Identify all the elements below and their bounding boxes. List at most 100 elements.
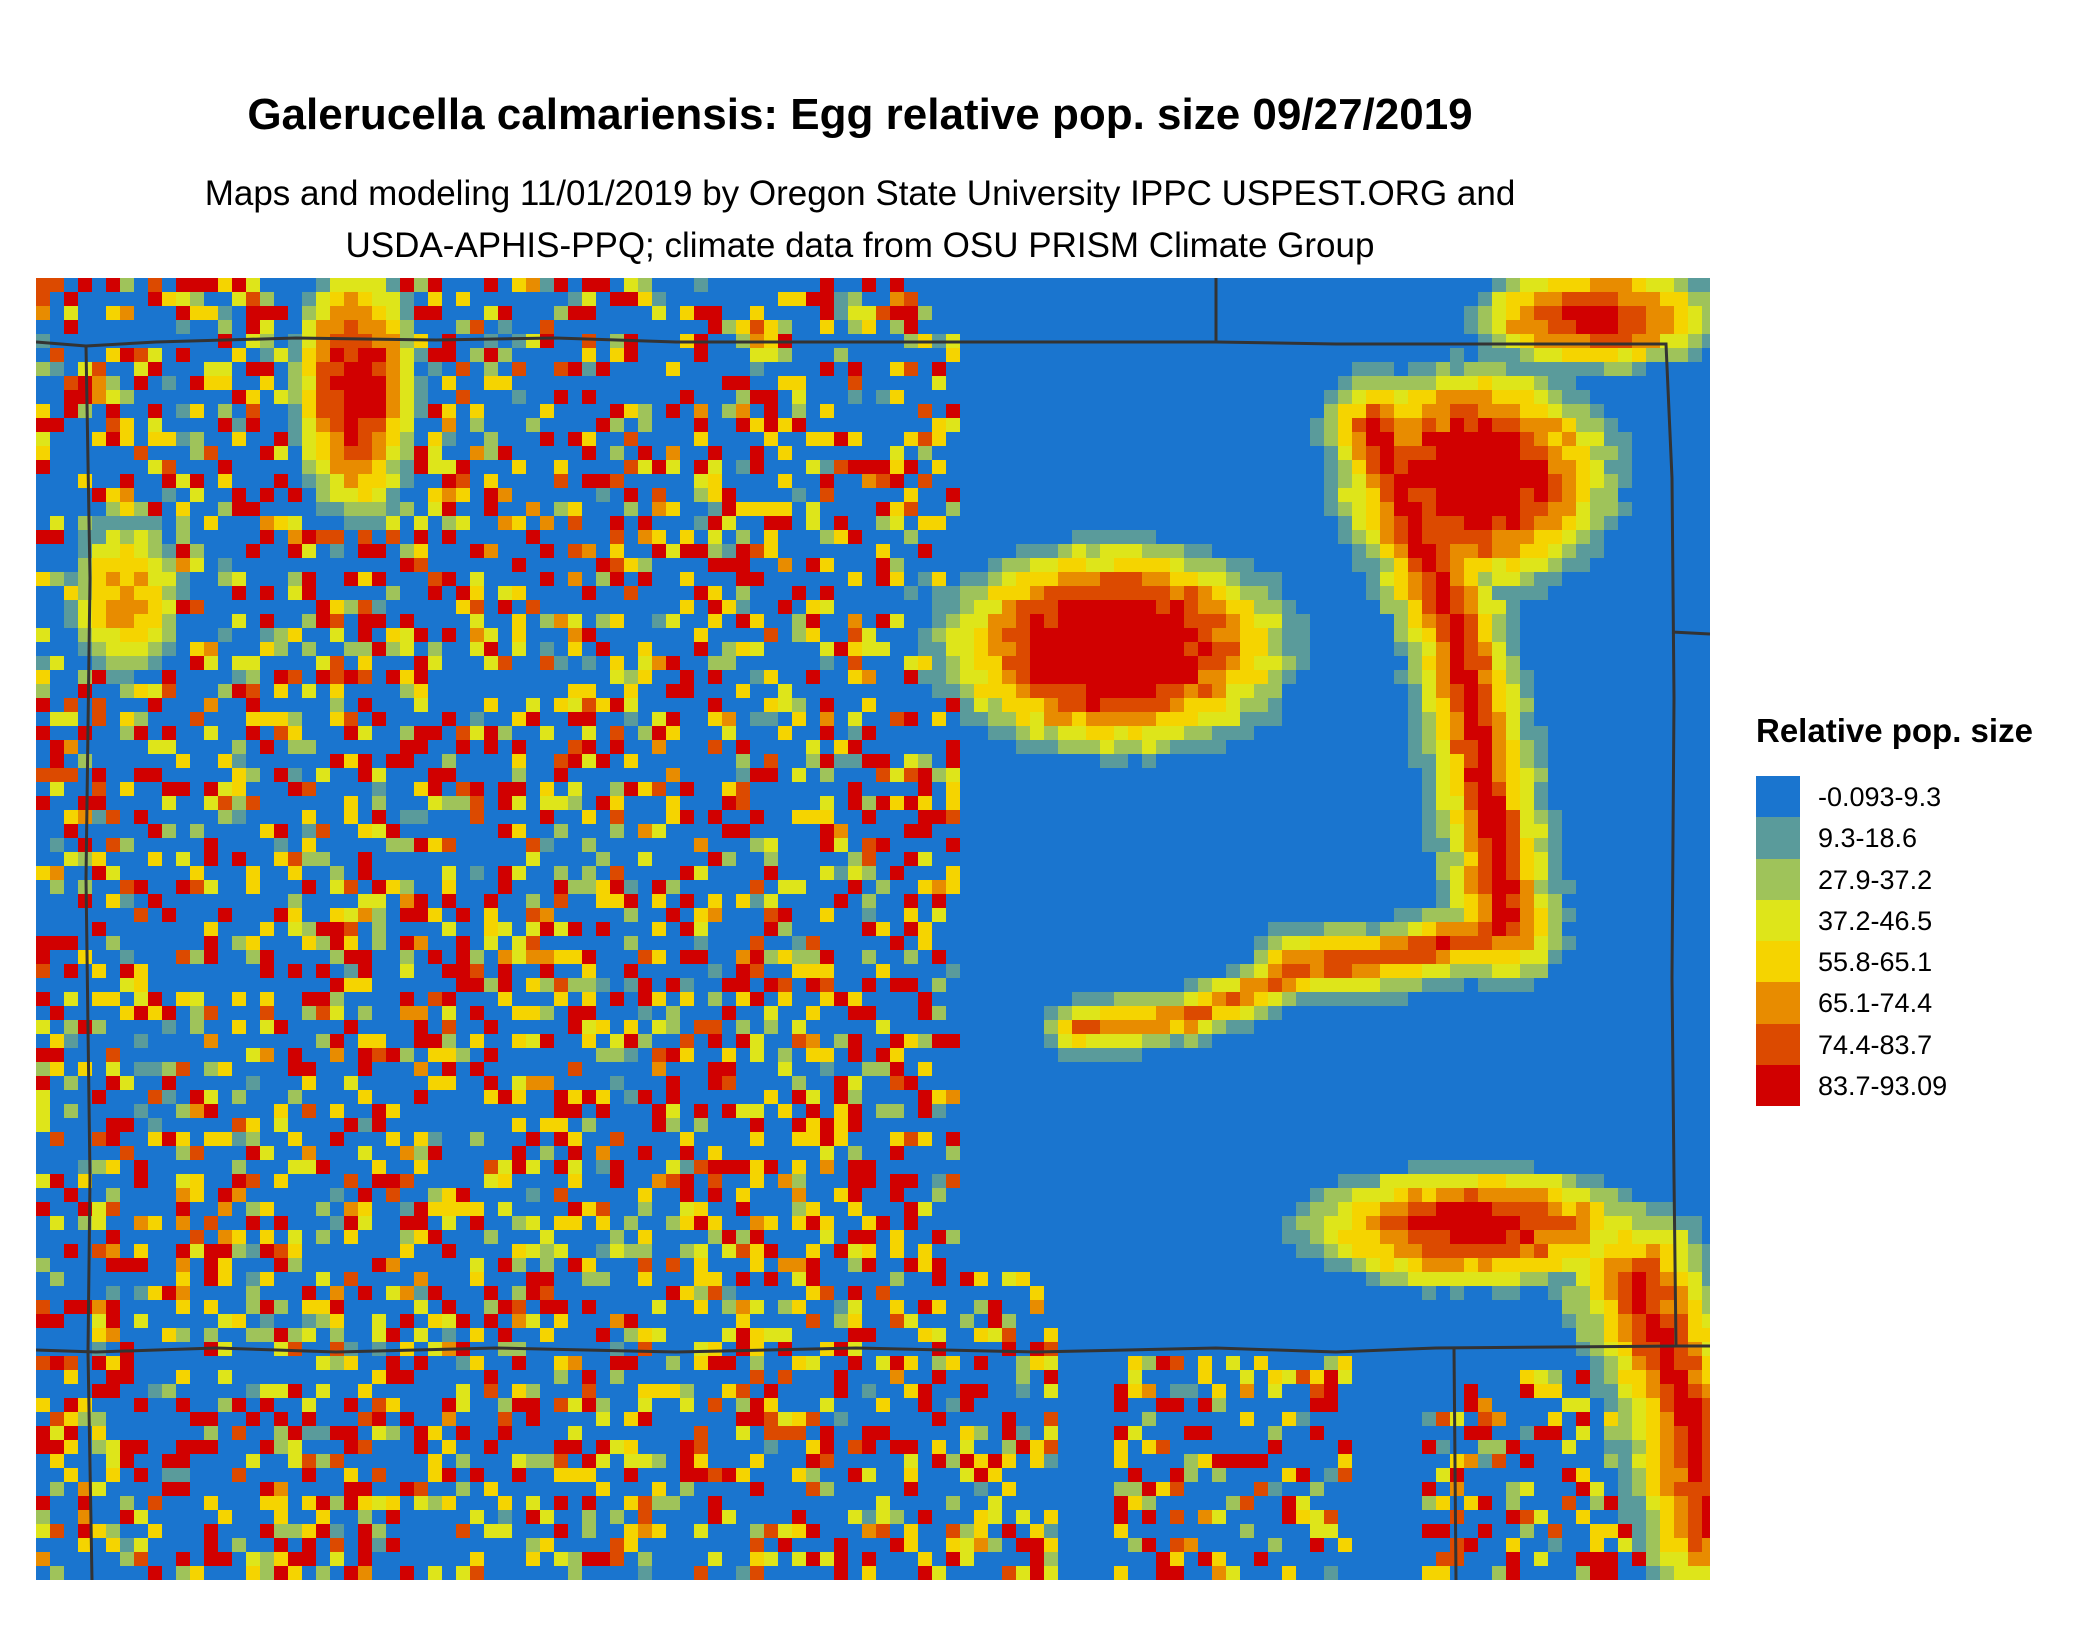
raster-cell — [372, 334, 386, 348]
raster-cell — [302, 614, 316, 628]
raster-cell — [680, 530, 694, 544]
raster-cell — [848, 1146, 862, 1160]
raster-cell — [582, 1468, 596, 1482]
raster-cell — [1142, 628, 1156, 642]
legend-label: 55.8-65.1 — [1818, 947, 1933, 978]
raster-cell — [568, 1216, 582, 1230]
raster-cell — [974, 642, 988, 656]
raster-cell — [862, 460, 876, 474]
raster-cell — [190, 1440, 204, 1454]
raster-cell — [1450, 824, 1464, 838]
raster-cell — [1366, 1272, 1380, 1286]
raster-cell — [694, 908, 708, 922]
raster-cell — [1044, 1370, 1058, 1384]
raster-cell — [1072, 1006, 1086, 1020]
raster-cell — [1422, 782, 1436, 796]
raster-cell — [1324, 1230, 1338, 1244]
raster-cell — [484, 1174, 498, 1188]
raster-cell — [1352, 502, 1366, 516]
raster-cell — [190, 1090, 204, 1104]
raster-cell — [1394, 530, 1408, 544]
raster-cell — [918, 1244, 932, 1258]
raster-cell — [862, 1244, 876, 1258]
raster-cell — [1072, 600, 1086, 614]
raster-cell — [1604, 1566, 1618, 1580]
raster-cell — [666, 362, 680, 376]
raster-cell — [722, 1356, 736, 1370]
raster-cell — [1478, 1230, 1492, 1244]
raster-cell — [778, 1104, 792, 1118]
raster-cell — [1674, 1426, 1688, 1440]
raster-cell — [1590, 1258, 1604, 1272]
raster-cell — [302, 838, 316, 852]
raster-cell — [1520, 1160, 1534, 1174]
raster-cell — [694, 1216, 708, 1230]
raster-cell — [50, 1272, 64, 1286]
raster-cell — [1114, 740, 1128, 754]
raster-cell — [1086, 1048, 1100, 1062]
raster-cell — [554, 1090, 568, 1104]
raster-cell — [1114, 684, 1128, 698]
raster-cell — [694, 460, 708, 474]
raster-cell — [1072, 1020, 1086, 1034]
raster-cell — [1072, 558, 1086, 572]
raster-cell — [316, 1356, 330, 1370]
raster-cell — [1114, 1020, 1128, 1034]
raster-cell — [386, 1286, 400, 1300]
raster-cell — [638, 852, 652, 866]
raster-cell — [190, 474, 204, 488]
raster-cell — [1520, 572, 1534, 586]
raster-cell — [1408, 1174, 1422, 1188]
raster-cell — [1408, 1216, 1422, 1230]
raster-cell — [960, 628, 974, 642]
raster-cell — [1590, 432, 1604, 446]
raster-cell — [722, 404, 736, 418]
raster-cell — [806, 1412, 820, 1426]
raster-cell — [1436, 796, 1450, 810]
raster-cell — [106, 656, 120, 670]
raster-cell — [288, 334, 302, 348]
raster-cell — [330, 922, 344, 936]
raster-cell — [820, 1230, 834, 1244]
raster-cell — [736, 642, 750, 656]
raster-cell — [1422, 1566, 1436, 1580]
raster-cell — [414, 278, 428, 292]
raster-cell — [50, 782, 64, 796]
raster-cell — [638, 992, 652, 1006]
raster-cell — [1548, 320, 1562, 334]
raster-cell — [1436, 782, 1450, 796]
raster-cell — [106, 866, 120, 880]
raster-cell — [526, 922, 540, 936]
raster-cell — [1548, 432, 1562, 446]
raster-cell — [568, 432, 582, 446]
raster-cell — [1212, 558, 1226, 572]
raster-cell — [792, 418, 806, 432]
raster-cell — [1408, 1160, 1422, 1174]
raster-cell — [1506, 754, 1520, 768]
raster-cell — [1478, 978, 1492, 992]
raster-cell — [862, 642, 876, 656]
raster-cell — [806, 1482, 820, 1496]
raster-cell — [932, 628, 946, 642]
raster-cell — [876, 922, 890, 936]
raster-cell — [50, 530, 64, 544]
raster-cell — [554, 1356, 568, 1370]
raster-cell — [204, 1524, 218, 1538]
raster-cell — [988, 1510, 1002, 1524]
raster-cell — [344, 964, 358, 978]
raster-cell — [876, 838, 890, 852]
raster-cell — [1422, 474, 1436, 488]
raster-cell — [64, 1020, 78, 1034]
raster-cell — [106, 376, 120, 390]
raster-cell — [736, 614, 750, 628]
raster-cell — [288, 894, 302, 908]
raster-cell — [106, 642, 120, 656]
raster-cell — [638, 558, 652, 572]
raster-cell — [372, 1034, 386, 1048]
raster-cell — [554, 880, 568, 894]
raster-cell — [1170, 600, 1184, 614]
raster-cell — [764, 628, 778, 642]
raster-cell — [1506, 740, 1520, 754]
raster-cell — [1100, 1006, 1114, 1020]
raster-cell — [1464, 1188, 1478, 1202]
